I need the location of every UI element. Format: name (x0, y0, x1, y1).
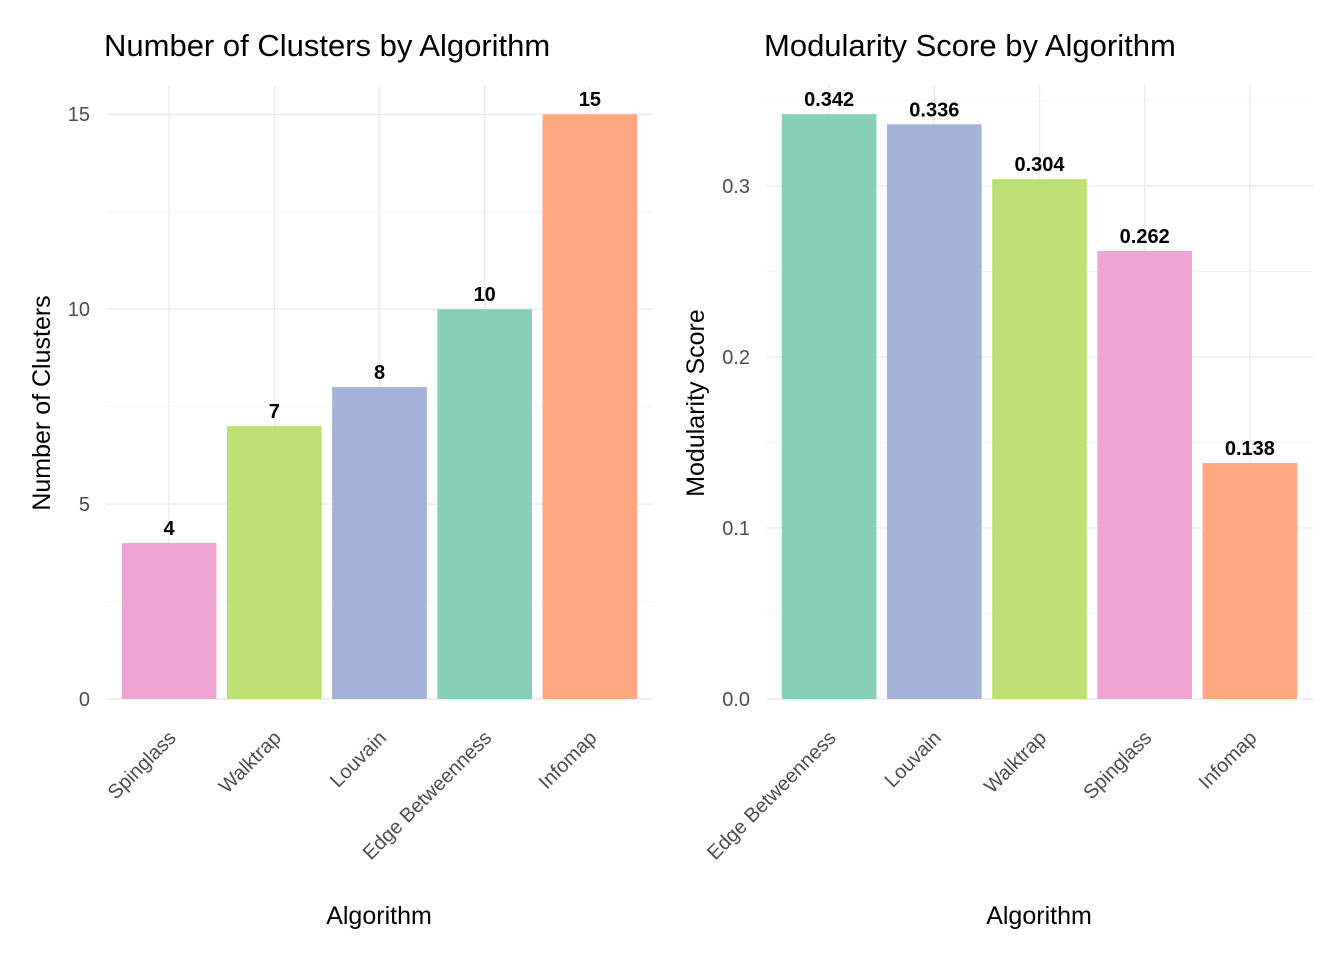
y-axis-title: Modularity Score (682, 309, 710, 497)
y-tick-label: 0.3 (722, 176, 750, 198)
x-tick-label: Spinglass (1079, 727, 1156, 804)
y-axis-title: Number of Clusters (28, 295, 56, 510)
x-tick-label: Infomap (1195, 727, 1262, 794)
data-label: 7 (269, 401, 280, 423)
data-label: 0.336 (909, 99, 959, 121)
y-tick-label: 10 (68, 299, 90, 321)
data-label: 0.304 (1014, 154, 1065, 176)
y-tick-label: 15 (68, 104, 90, 126)
panel-modularity: Modularity Score by Algorithm Algorithm … (682, 28, 1313, 930)
y-tick-label: 0.0 (722, 689, 750, 711)
data-label: 8 (374, 362, 385, 384)
panel-clusters: Number of Clusters by Algorithm Algorith… (28, 28, 653, 930)
chart-title: Number of Clusters by Algorithm (104, 28, 550, 63)
x-tick-label: Walktrap (980, 727, 1051, 798)
bar (437, 309, 533, 699)
bar (121, 543, 217, 699)
x-axis-title: Algorithm (986, 902, 1092, 930)
x-axis-title: Algorithm (326, 902, 432, 930)
data-label: 0.262 (1120, 226, 1170, 248)
data-label: 15 (579, 89, 601, 111)
x-tick-label: Spinglass (104, 727, 181, 804)
data-label: 10 (474, 284, 496, 306)
chart-title: Modularity Score by Algorithm (764, 28, 1176, 63)
bar (781, 114, 877, 700)
x-tick-label: Louvain (326, 727, 391, 792)
y-tick-label: 5 (79, 494, 90, 516)
bar (1097, 250, 1193, 699)
x-tick-label: Walktrap (215, 727, 286, 798)
bar (992, 179, 1087, 700)
data-label: 4 (164, 518, 176, 540)
bar (542, 114, 638, 699)
bar (332, 387, 427, 699)
data-label: 0.138 (1225, 438, 1275, 460)
x-tick-label: Edge Betweenness (703, 727, 840, 864)
y-tick-label: 0 (79, 689, 90, 711)
y-tick-label: 0.1 (722, 518, 750, 540)
x-tick-label: Louvain (881, 727, 946, 792)
data-label: 0.342 (804, 89, 854, 111)
bar (1202, 462, 1298, 699)
x-tick-label: Infomap (535, 727, 602, 794)
bar (226, 426, 322, 699)
bar (886, 124, 982, 700)
y-tick-label: 0.2 (722, 347, 750, 369)
